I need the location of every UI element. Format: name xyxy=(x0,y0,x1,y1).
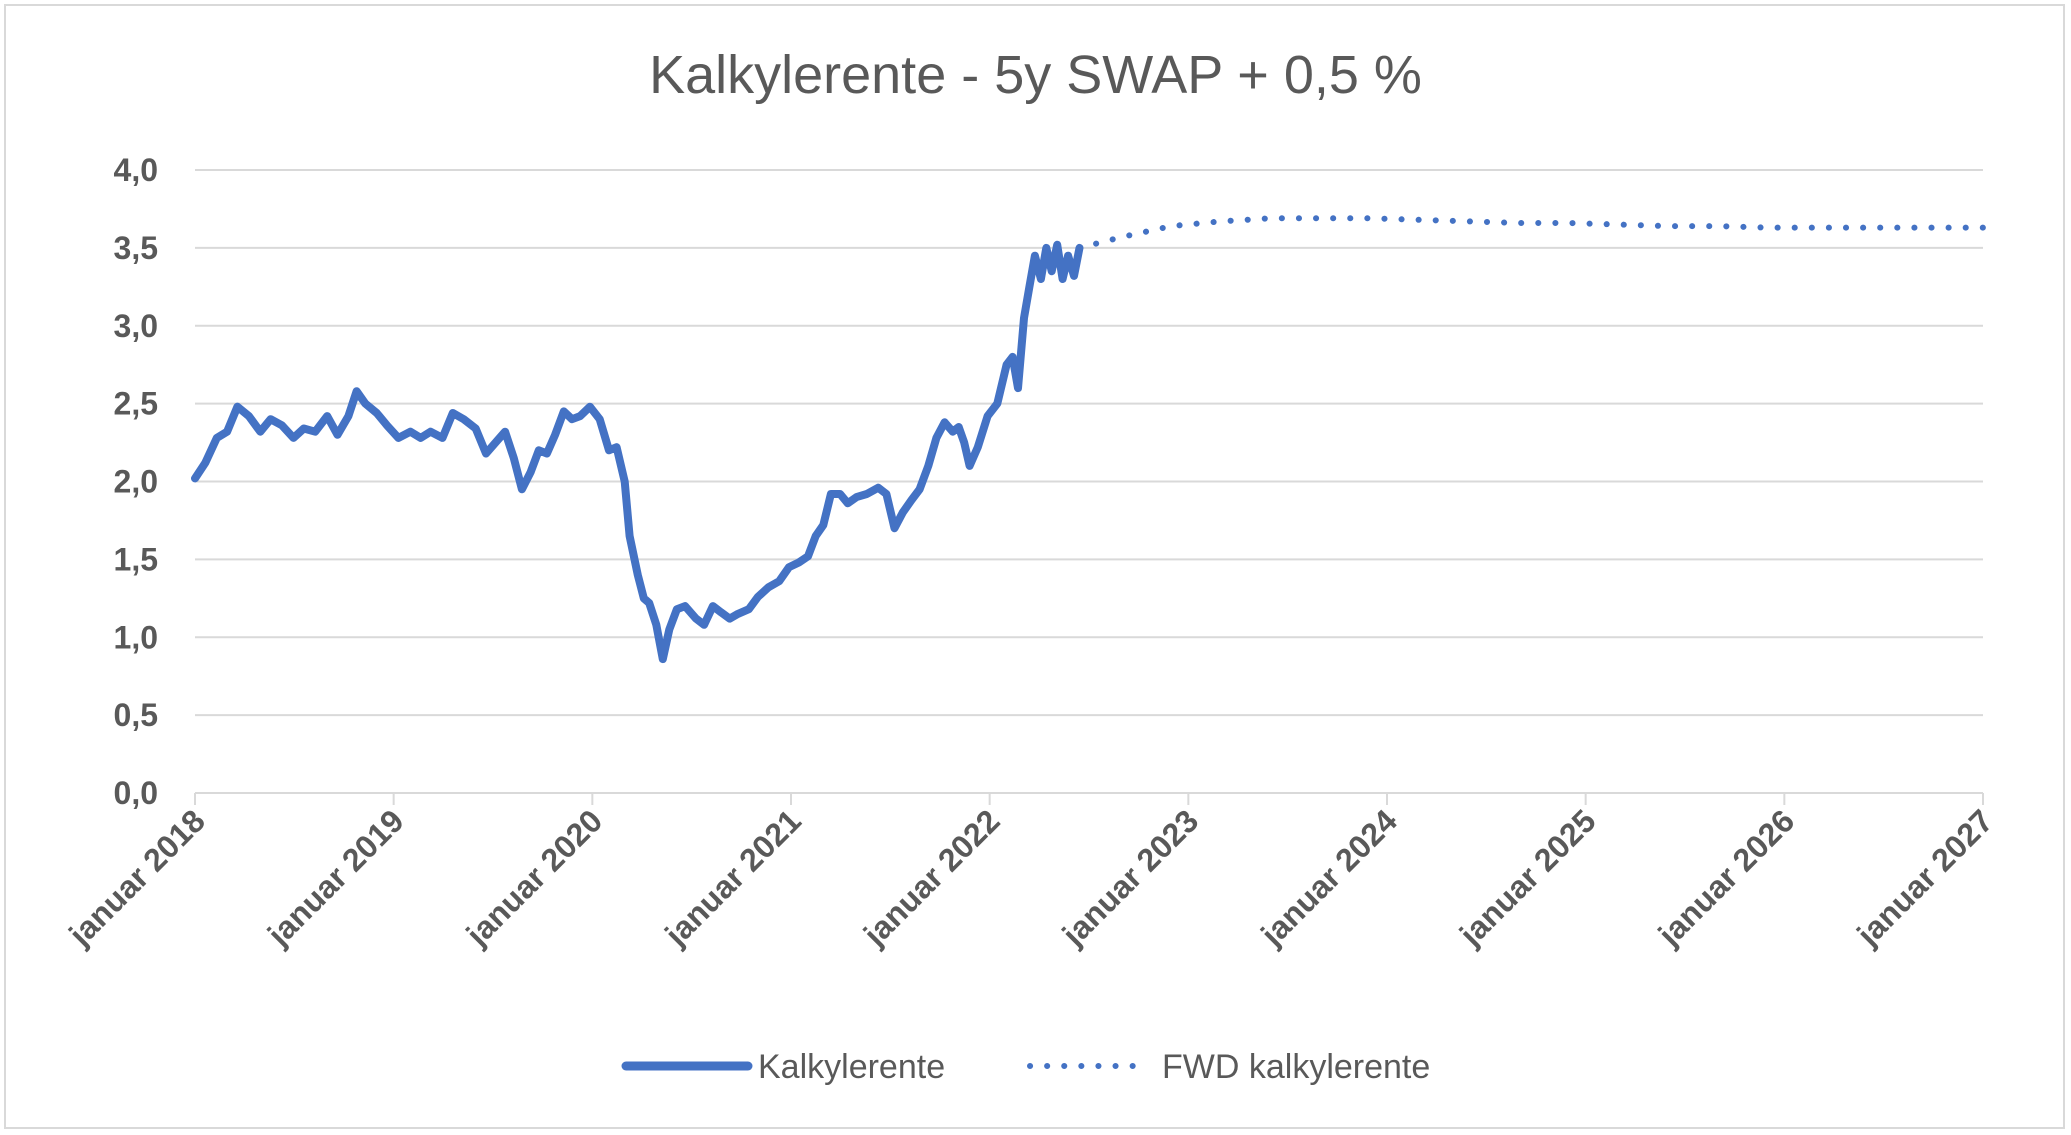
chart-title: Kalkylerente - 5y SWAP + 0,5 % xyxy=(649,45,1422,105)
x-tick-label: januar 2019 xyxy=(260,802,411,953)
y-tick-label: 0,0 xyxy=(114,775,158,811)
x-tick-label: januar 2023 xyxy=(1055,802,1206,953)
legend-label-kalkylerente: Kalkylerente xyxy=(758,1048,945,1086)
x-tick-label: januar 2021 xyxy=(657,802,808,953)
x-tick-label: januar 2020 xyxy=(459,802,610,953)
x-tick-label: januar 2025 xyxy=(1452,802,1603,953)
y-tick-label: 0,5 xyxy=(114,697,158,733)
series-layer xyxy=(191,215,1986,664)
legend-label-fwd-kalkylerente: FWD kalkylerente xyxy=(1162,1048,1430,1086)
x-tick-label: januar 2024 xyxy=(1253,802,1404,953)
y-tick-label: 3,0 xyxy=(114,308,158,344)
chart-frame xyxy=(4,4,2065,1129)
x-tick-label: januar 2018 xyxy=(61,802,212,953)
y-tick-label: 2,0 xyxy=(114,464,158,500)
series-line-kalkylerente xyxy=(191,240,1084,664)
x-tick-label: januar 2026 xyxy=(1651,802,1802,953)
x-tick-label: januar 2027 xyxy=(1849,802,2000,953)
x-tick-label: januar 2022 xyxy=(856,802,1007,953)
grid-layer xyxy=(195,169,1983,717)
legend: Kalkylerente FWD kalkylerente xyxy=(621,1048,1430,1086)
y-tick-label: 2,5 xyxy=(114,386,158,422)
series-line-fwd-kalkylerente xyxy=(1076,215,1986,251)
y-tick-label: 1,5 xyxy=(114,541,158,577)
y-tick-label: 4,0 xyxy=(114,152,158,188)
y-tick-label: 3,5 xyxy=(114,230,158,266)
y-tick-label: 1,0 xyxy=(114,619,158,655)
